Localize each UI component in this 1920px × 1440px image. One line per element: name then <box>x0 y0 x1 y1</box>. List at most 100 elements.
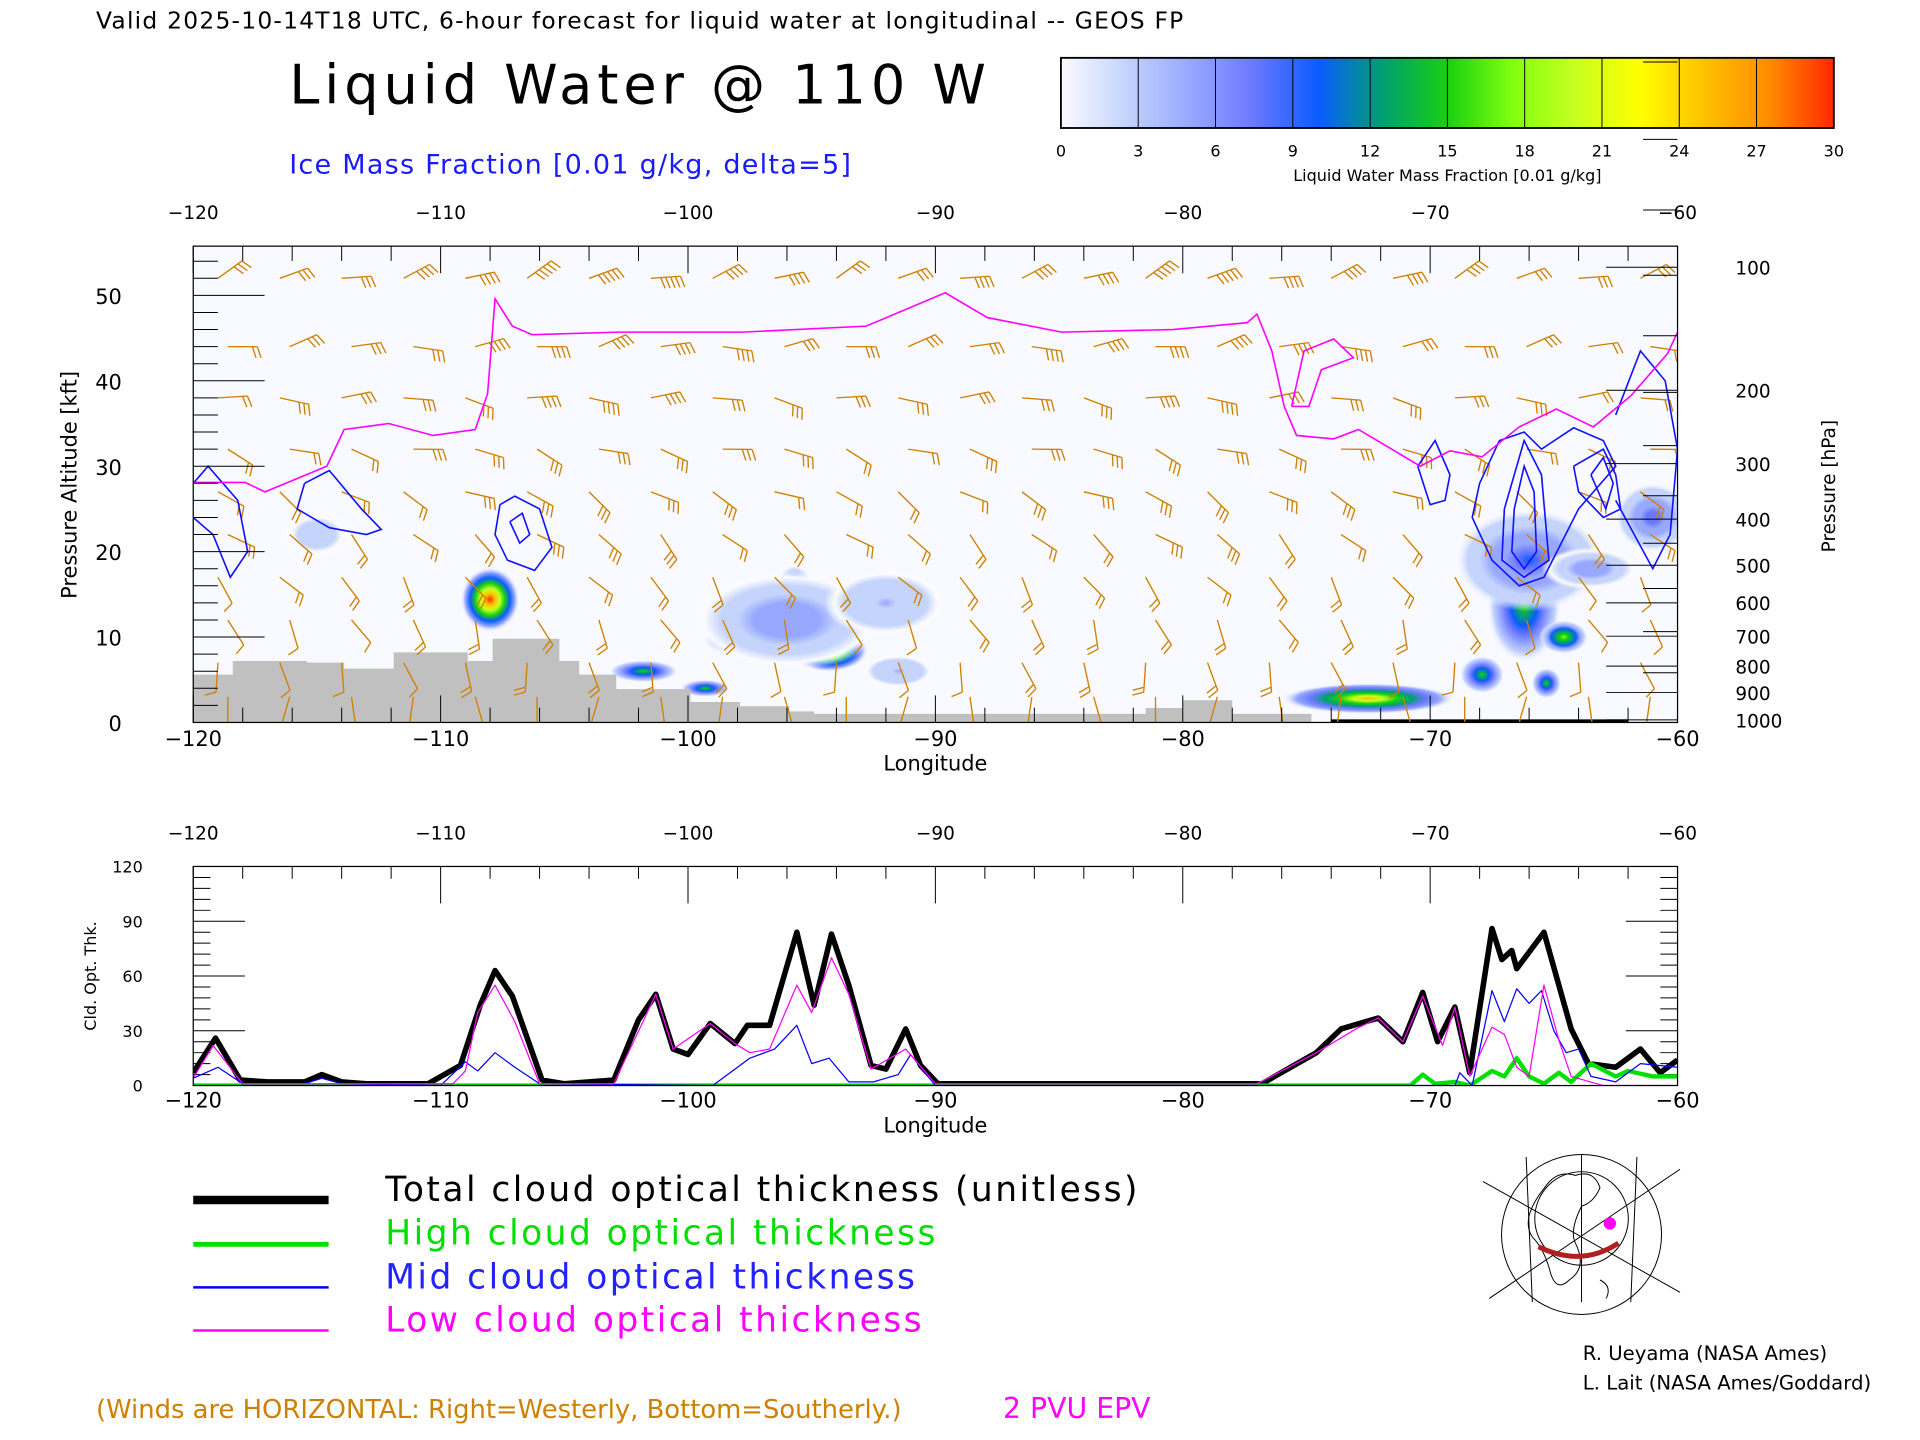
wind-barb <box>1154 619 1172 655</box>
wind-barb-feather <box>898 689 909 699</box>
optical-thickness-plot: −120 −120 −110 −110 −100 −100 −90 −90 −80 −80 −70 −… <box>81 823 1700 1137</box>
wind-barb <box>289 448 322 466</box>
wind-barb-shaft <box>474 696 484 723</box>
wind-barb-feather <box>483 496 487 508</box>
wind-barb-feather <box>479 274 487 286</box>
wind-barb-feather <box>1047 263 1057 273</box>
top-lon-tick-label: −90 <box>916 203 955 224</box>
wind-barb-feather <box>982 642 990 653</box>
wind-barb <box>722 345 755 363</box>
wind-barb-feather <box>248 544 251 557</box>
wind-barb-feather <box>545 503 550 516</box>
ice-contour <box>494 495 553 572</box>
wind-barb-shaft <box>350 696 356 723</box>
wind-barb-feather <box>364 642 372 653</box>
wind-barb-feather <box>1617 342 1624 354</box>
colorbar-tick-label: 3 <box>1133 141 1143 160</box>
wind-barb-feather <box>532 602 542 613</box>
wind-barb-feather <box>1107 342 1115 353</box>
wind-barb <box>1526 448 1559 466</box>
wind-barb <box>350 534 369 569</box>
wind-barb-feather <box>556 346 562 359</box>
wind-barb-shaft <box>289 619 299 649</box>
ice-contour <box>1471 426 1617 587</box>
wind-barb-feather <box>1358 547 1363 560</box>
wind-barb-feather <box>1304 461 1307 474</box>
wind-barb-feather <box>589 689 600 699</box>
wind-barb-feather <box>550 260 561 269</box>
wind-barb-shaft <box>1464 619 1482 646</box>
wind-barb-feather <box>1460 602 1470 613</box>
wind-barb-feather <box>1486 464 1491 477</box>
wind-barb <box>1524 619 1536 656</box>
wind-barb <box>1645 696 1651 723</box>
wind-barb-feather <box>1293 344 1300 356</box>
wind-barb-feather <box>1230 340 1240 350</box>
wind-barb <box>1145 395 1181 409</box>
x-tick-label: −100 <box>659 727 716 751</box>
wind-barb-feather <box>1664 399 1669 412</box>
wind-barb-feather <box>842 602 852 613</box>
wind-barb <box>536 619 554 655</box>
wind-barb-feather <box>1220 272 1230 283</box>
wind-barb <box>1587 619 1609 653</box>
wind-barb-feather <box>1517 689 1528 699</box>
wind-barb-feather <box>493 271 501 283</box>
wind-barb-feather <box>793 273 801 285</box>
wind-barb-shaft <box>774 576 796 599</box>
x-axis-label: Longitude <box>883 751 987 775</box>
wind-barb-feather <box>1241 452 1245 465</box>
wind-barb <box>598 334 635 350</box>
wind-barb-feather <box>994 461 998 474</box>
wind-barb-feather <box>461 690 472 699</box>
wind-barb <box>1093 534 1114 568</box>
wind-barb-feather <box>1369 350 1374 363</box>
wind-barb-feather <box>241 260 252 269</box>
wind-barb <box>897 491 920 524</box>
colorbar-tick-label: 12 <box>1360 141 1380 160</box>
wind-barb <box>464 576 487 609</box>
wind-barb-feather <box>432 349 436 362</box>
wind-barb-shaft <box>784 337 814 348</box>
wind-barb-feather <box>909 508 917 520</box>
wind-barb-shaft <box>1330 577 1343 606</box>
top-lon-tick-label: −70 <box>1411 203 1450 224</box>
wind-barb-feather <box>280 689 291 699</box>
wind-barb-shaft <box>279 662 291 691</box>
wind-barb-shaft <box>783 696 793 723</box>
wind-barb-feather <box>359 558 369 569</box>
wind-barb-feather <box>674 392 682 404</box>
wind-barb-feather <box>1531 591 1537 604</box>
wind-barb <box>1330 577 1343 613</box>
series-line-low <box>193 957 1678 1086</box>
wind-barb-feather <box>974 277 980 289</box>
wind-barb <box>598 534 622 566</box>
wind-barb <box>590 696 600 723</box>
wind-barb-shaft <box>340 662 345 693</box>
wind-barb <box>1278 448 1307 474</box>
wind-barb <box>1021 491 1047 521</box>
wind-barb-feather <box>975 554 984 565</box>
wind-barb-feather <box>480 597 487 609</box>
wind-barb-feather <box>1441 691 1454 696</box>
wind-barb-feather <box>404 604 415 613</box>
wind-barb-feather <box>550 459 555 472</box>
x-tick-label: −70 <box>1408 1089 1452 1113</box>
wind-barb-feather <box>484 273 492 285</box>
wind-barb-feather <box>1388 690 1400 699</box>
wind-barb-feather <box>1407 597 1415 609</box>
wind-barb <box>1083 271 1120 286</box>
wind-barb-feather <box>1095 594 1102 606</box>
wind-barb-feather <box>1227 547 1233 559</box>
wind-barb-feather <box>416 646 427 656</box>
wind-barb-feather <box>1553 334 1562 344</box>
wind-barb-feather <box>1680 351 1682 362</box>
wind-barb <box>951 662 963 698</box>
wind-barb-shaft <box>289 334 317 348</box>
top-lon-tick-label: −100 <box>663 823 714 844</box>
wind-barb-feather <box>1657 268 1667 278</box>
wind-barb <box>1268 576 1288 611</box>
pressure-axis-label: Pressure [hPa] <box>1819 420 1840 552</box>
pressure-tick-label: 500 <box>1735 557 1770 578</box>
wind-barb-feather <box>684 343 691 355</box>
